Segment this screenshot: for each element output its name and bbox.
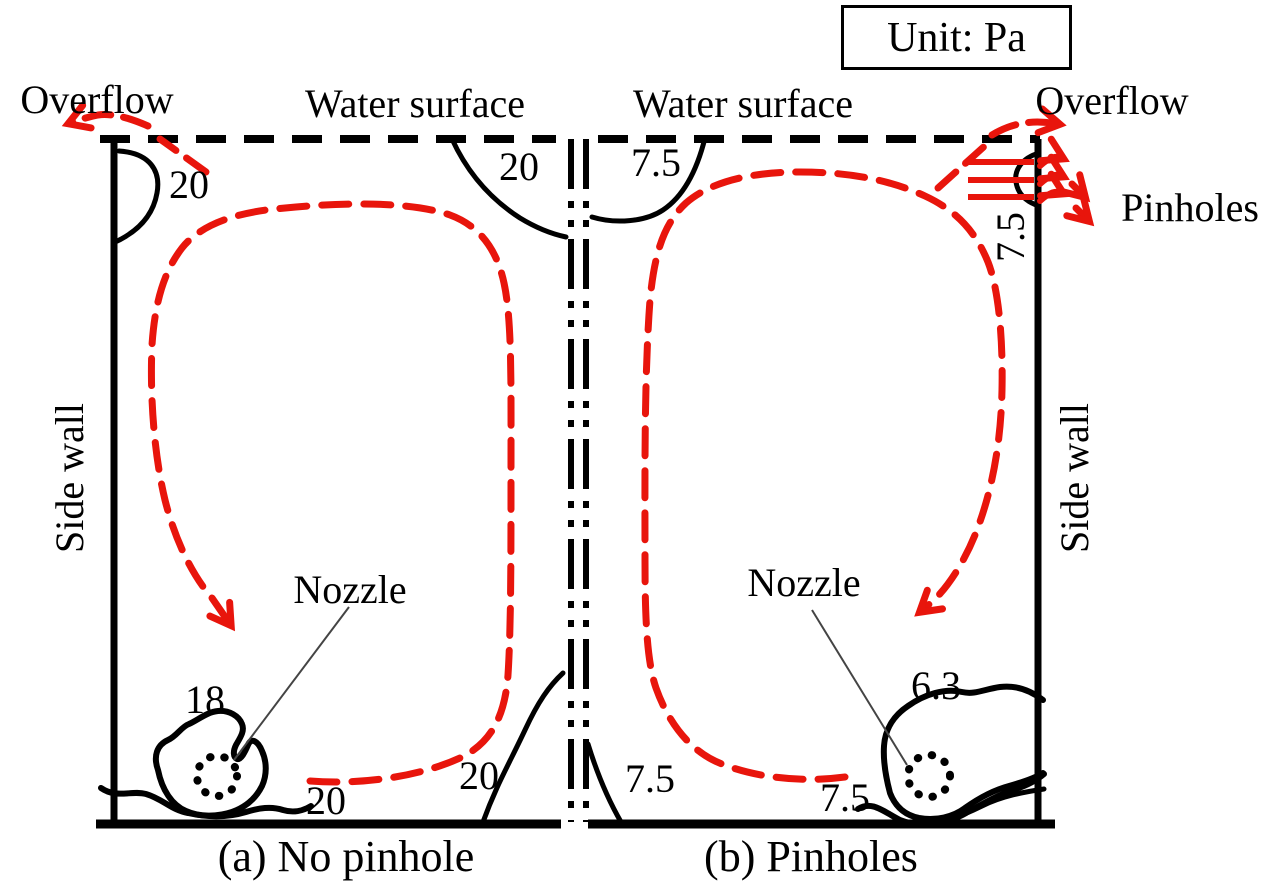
contour-value-20-surface-a: 20 xyxy=(499,144,539,189)
side-wall-label-left: Side wall xyxy=(47,403,92,553)
contour-value-7p5-surface-b: 7.5 xyxy=(631,140,681,185)
overflow-label-left: Overflow xyxy=(20,77,174,122)
caption-panel-b: (b) Pinholes xyxy=(704,832,918,881)
pinholes-label: Pinholes xyxy=(1121,185,1259,230)
contour-20-wall-a xyxy=(110,148,161,246)
contour-7p5-surface-b xyxy=(589,135,708,224)
unit-label: Unit: Pa xyxy=(887,14,1026,61)
contour-value-20-wall-a: 20 xyxy=(169,162,209,207)
contour-value-20-bottom-a: 20 xyxy=(459,753,499,798)
pinhole-jet-arrows xyxy=(1037,135,1095,227)
nozzle-leader-line-a xyxy=(233,606,350,761)
overflow-arrow-left xyxy=(61,101,152,132)
contour-7p5-bottom-b xyxy=(585,741,624,825)
contour-18-blob-a xyxy=(152,707,269,819)
contour-value-7p5-wall-b: 7.5 xyxy=(988,212,1033,262)
bottom-wavy-contour-b2 xyxy=(903,786,1047,827)
water-surface-label-b: Water surface xyxy=(633,81,853,126)
contour-value-7p5-blob-b: 7.5 xyxy=(820,775,870,820)
flow-loop-b xyxy=(641,168,1006,783)
overflow-stream-left xyxy=(156,135,210,176)
nozzle-label-a: Nozzle xyxy=(293,567,407,612)
overflow-label-right: Overflow xyxy=(1035,78,1189,123)
contour-value-20-bottomleft-a: 20 xyxy=(306,778,346,823)
nozzle-label-b: Nozzle xyxy=(747,560,861,605)
contour-value-6p3-b: 6.3 xyxy=(911,663,961,708)
bottom-wavy-contour-a xyxy=(98,785,314,820)
contour-value-7p5-bottom-b: 7.5 xyxy=(625,756,675,801)
contour-value-18-a: 18 xyxy=(185,677,225,722)
caption-panel-a: (a) No pinhole xyxy=(217,832,475,881)
contour-20-surface-a xyxy=(449,136,569,240)
flow-loop-a xyxy=(147,200,515,786)
water-surface-label-a: Water surface xyxy=(305,81,525,126)
nozzle-dotted-circle-b xyxy=(904,751,954,801)
overflow-arrow-right xyxy=(988,105,1067,139)
unit-box: Unit: Pa xyxy=(841,5,1072,70)
nozzle-leader-line-b xyxy=(811,609,908,766)
contour-6p3-blob-b xyxy=(880,683,1046,822)
nozzle-dotted-circle-a xyxy=(193,752,241,800)
pinhole-jet-lines xyxy=(968,159,1034,200)
contour-20-bottom-a xyxy=(480,670,566,825)
overflow-stream-right xyxy=(934,139,992,192)
side-wall-label-right: Side wall xyxy=(1052,403,1097,553)
